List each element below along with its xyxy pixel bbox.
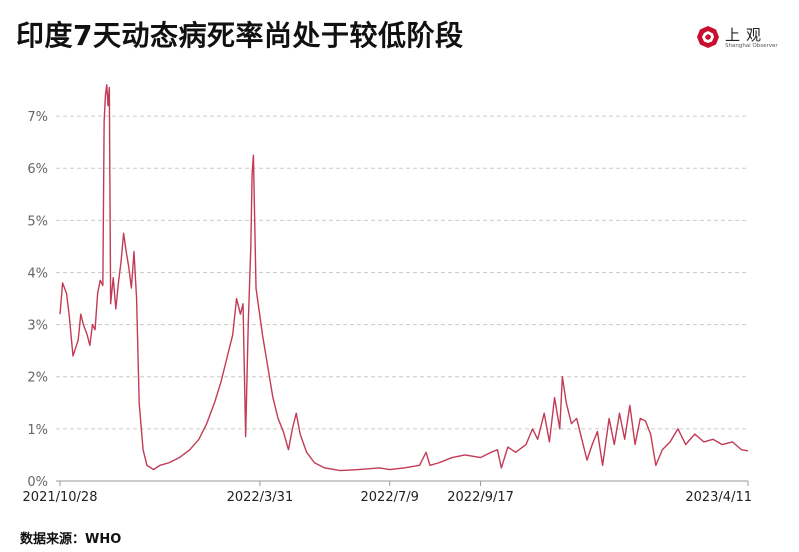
- grid-lines: [56, 115, 748, 430]
- y-tick-label: 7%: [27, 110, 48, 125]
- y-tick-label: 0%: [27, 475, 48, 490]
- shanghai-observer-logo: 上观 Shanghai Observer: [697, 24, 787, 56]
- y-tick-label: 2%: [27, 371, 48, 386]
- x-tick-label: 2022/3/31: [227, 490, 294, 505]
- y-tick-label: 3%: [27, 319, 48, 334]
- x-tick-label: 2023/4/11: [685, 490, 752, 505]
- x-tick-label: 2021/10/28: [23, 490, 98, 505]
- y-tick-label: 1%: [27, 423, 48, 438]
- logo-icon: [697, 26, 719, 48]
- y-axis-ticks: 0% 1% 2% 3% 4% 5% 6% 7%: [27, 110, 48, 490]
- series-lines: [59, 84, 749, 472]
- y-tick-label: 4%: [27, 266, 48, 281]
- y-tick-label: 5%: [27, 214, 48, 229]
- logo-text-cn: 上观: [725, 26, 768, 44]
- x-tick-label: 2022/7/9: [361, 490, 419, 505]
- series-line-0: [59, 84, 749, 472]
- source-note: 数据来源：WHO: [20, 532, 122, 547]
- chart-title: 印度7天动态病死率尚处于较低阶段: [16, 19, 464, 52]
- x-axis: 2021/10/28 2022/3/31 2022/7/9 2022/9/17 2023…: [23, 480, 752, 505]
- x-tick-label: 2022/9/17: [447, 490, 514, 505]
- logo-text-en: Shanghai Observer: [725, 43, 778, 49]
- y-tick-label: 6%: [27, 162, 48, 177]
